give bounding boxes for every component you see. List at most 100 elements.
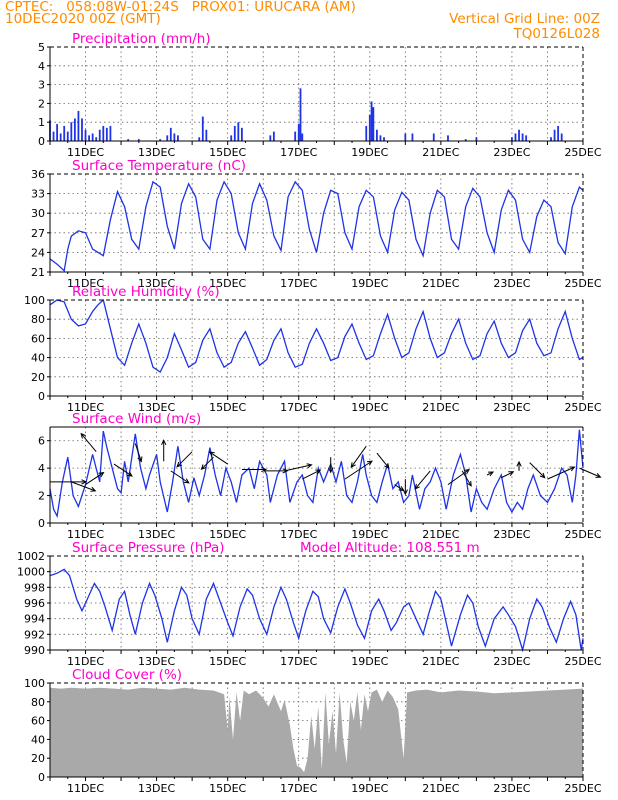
- precip-bar: [205, 129, 208, 141]
- series-line: [49, 180, 584, 272]
- precip-bar: [177, 135, 179, 141]
- x-tick-label: 15DEC: [209, 277, 246, 290]
- precip-bar: [159, 139, 162, 141]
- panel-1: [47, 173, 584, 276]
- wind-arrow: [134, 443, 142, 462]
- x-tick-label: 17DEC: [280, 401, 317, 414]
- wind-arrow: [547, 466, 575, 480]
- precip-bar: [372, 107, 375, 141]
- precip-bar: [383, 137, 385, 141]
- series-line: [49, 429, 584, 519]
- wind-arrow: [71, 481, 96, 492]
- precip-bar: [550, 137, 552, 141]
- y-tick-label: 1: [38, 116, 45, 129]
- wind-arrow: [176, 451, 193, 468]
- y-tick-label: 2: [38, 490, 45, 503]
- header-grid-note: Vertical Grid Line: 00Z: [449, 11, 600, 27]
- precip-bar: [518, 129, 520, 141]
- y-tick-label: 20: [31, 371, 45, 384]
- precip-bar: [233, 125, 236, 141]
- y-tick-label: 20: [31, 752, 45, 765]
- wind-arrow: [209, 451, 228, 465]
- x-tick-label: 13DEC: [138, 782, 175, 795]
- panel-4: [47, 555, 584, 654]
- wind-arrow-head: [126, 471, 133, 477]
- y-tick-label: 100: [24, 294, 45, 307]
- x-tick-label: 19DEC: [351, 782, 388, 795]
- wind-arrow: [414, 470, 431, 490]
- y-tick-label: 992: [24, 628, 45, 641]
- precip-bar: [198, 137, 201, 141]
- wind-arrow: [302, 469, 321, 480]
- wind-arrow-head: [569, 466, 576, 472]
- x-tick-label: 19DEC: [351, 528, 388, 541]
- x-tick-label: 17DEC: [280, 782, 317, 795]
- x-tick-label: 13DEC: [138, 146, 175, 159]
- wind-arrow-head: [463, 468, 470, 475]
- panel-2: [47, 298, 584, 400]
- precip-bar: [56, 124, 59, 141]
- precip-bar: [521, 133, 524, 141]
- y-tick-label: 80: [31, 696, 45, 709]
- wind-arrow-head: [90, 486, 97, 492]
- x-tick-label: 19DEC: [351, 401, 388, 414]
- y-tick-label: 100: [24, 677, 45, 690]
- y-tick-label: 1000: [17, 566, 45, 579]
- series-line: [49, 298, 584, 373]
- x-tick-label: 17DEC: [280, 146, 317, 159]
- precip-bar: [88, 135, 90, 141]
- precip-bar: [237, 122, 240, 141]
- x-tick-label: 23DEC: [493, 401, 530, 414]
- panel-title: Surface Wind (m/s): [72, 411, 201, 427]
- x-tick-label: 23DEC: [493, 655, 530, 668]
- precip-bar: [201, 116, 204, 141]
- precip-bar: [511, 137, 513, 141]
- wind-arrow-head: [315, 469, 322, 475]
- precip-bar: [173, 133, 176, 141]
- wind-arrow-head: [183, 478, 190, 484]
- y-tick-label: 5: [38, 41, 45, 54]
- wind-arrow-head: [98, 471, 105, 478]
- x-tick-label: 23DEC: [493, 528, 530, 541]
- x-tick-label: 15DEC: [209, 528, 246, 541]
- precip-bar: [404, 133, 407, 141]
- x-tick-label: 11DEC: [67, 277, 104, 290]
- x-tick-label: 15DEC: [209, 401, 246, 414]
- precip-bar: [553, 129, 556, 141]
- precip-bar: [514, 133, 517, 141]
- x-tick-label: 21DEC: [422, 782, 459, 795]
- precip-bar: [63, 125, 66, 141]
- x-tick-label: 19DEC: [351, 277, 388, 290]
- wind-arrow-head: [384, 463, 390, 469]
- y-tick-label: 36: [31, 168, 45, 181]
- y-tick-label: 4: [38, 60, 45, 73]
- precip-bar: [102, 125, 105, 141]
- precip-bar: [70, 122, 73, 141]
- precip-bar: [464, 139, 467, 141]
- precip-bar: [411, 133, 414, 141]
- precip-bar: [109, 125, 112, 141]
- x-tick-label: 23DEC: [493, 277, 530, 290]
- x-tick-label: 23DEC: [493, 146, 530, 159]
- y-tick-label: 1002: [17, 550, 45, 563]
- x-tick-label: 17DEC: [280, 528, 317, 541]
- wind-arrow: [113, 463, 133, 477]
- wind-arrow-head: [176, 461, 183, 468]
- wind-arrow: [529, 462, 546, 479]
- panel-0: [47, 46, 584, 145]
- panel-title: Surface Pressure (hPa): [72, 540, 225, 556]
- x-tick-label: 25DEC: [564, 401, 601, 414]
- wind-arrow-head: [328, 467, 334, 474]
- precip-bar: [525, 135, 528, 141]
- precip-bar: [269, 135, 272, 141]
- precip-bar: [475, 137, 478, 141]
- y-tick-label: 4: [38, 462, 45, 475]
- x-tick-label: 21DEC: [422, 146, 459, 159]
- cloud-area: [50, 687, 583, 777]
- y-tick-label: 30: [31, 207, 45, 220]
- precip-bar: [66, 131, 69, 141]
- x-tick-label: 25DEC: [564, 782, 601, 795]
- wind-arrow: [344, 460, 373, 480]
- precip-bar: [240, 127, 243, 141]
